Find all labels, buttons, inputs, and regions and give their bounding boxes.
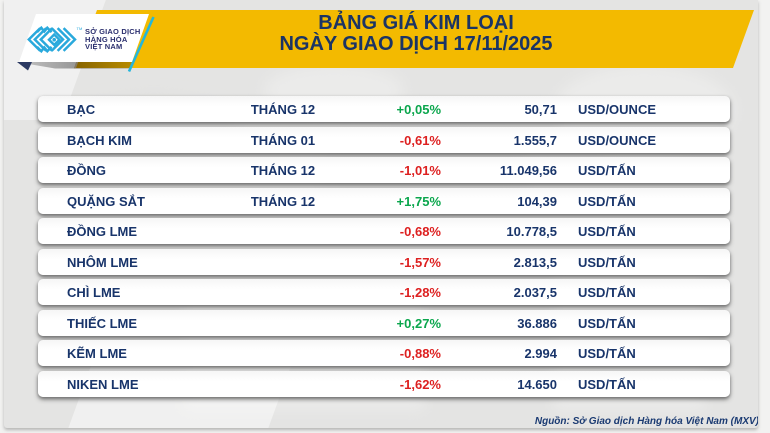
svg-text:TM: TM [77,26,83,31]
